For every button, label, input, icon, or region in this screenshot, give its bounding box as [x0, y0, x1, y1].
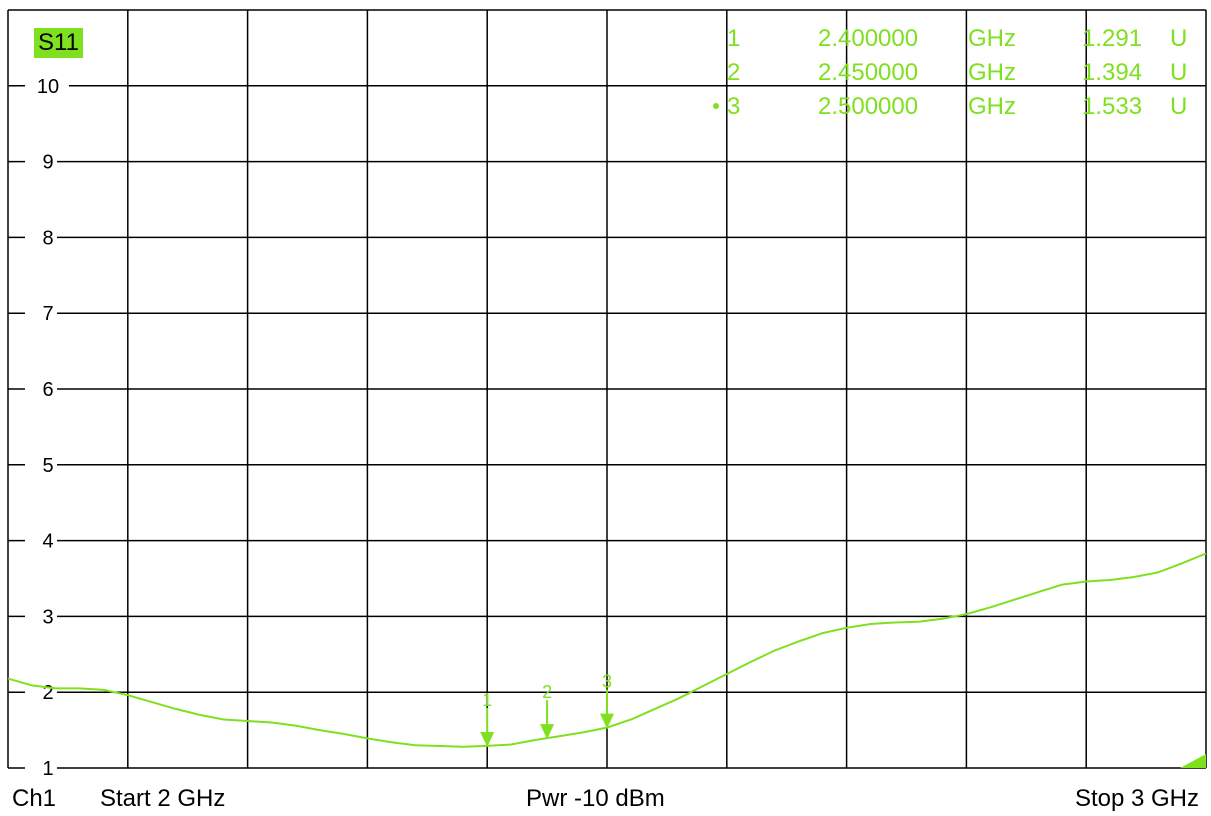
y-tick-label: 9 — [42, 152, 53, 174]
marker-number-label: 1 — [482, 690, 492, 710]
tick-label-backdrop — [25, 377, 57, 401]
marker-frequency: 2.500000 — [818, 93, 918, 120]
channel-label: Ch1 — [12, 785, 57, 812]
y-tick-label: 3 — [42, 606, 53, 628]
marker-pointer-1: 1 — [480, 690, 495, 747]
y-tick-label: 1 — [42, 758, 53, 780]
power-label[interactable]: Pwr -10 dBm — [526, 785, 665, 812]
tick-label-backdrop — [25, 73, 69, 98]
marker-value: 1.291 — [1082, 25, 1142, 52]
tick-label-backdrop — [25, 452, 57, 477]
marker-number-label: 3 — [602, 672, 612, 692]
marker-id: 3 — [727, 93, 740, 120]
marker-frequency-unit: GHz — [968, 59, 1016, 86]
marker-readout-row-3: 3 2.500000 GHz 1.533 U — [713, 93, 1187, 120]
start-frequency-label[interactable]: Start 2 GHz — [100, 785, 226, 812]
marker-frequency-unit: GHz — [968, 25, 1016, 52]
active-marker-dot — [713, 103, 719, 109]
marker-id: 2 — [727, 59, 740, 86]
marker-triangle — [600, 713, 614, 729]
marker-number-label: 2 — [542, 682, 552, 702]
trace-label-badge[interactable]: S11 — [34, 28, 83, 58]
tick-label-backdrop — [25, 301, 57, 326]
marker-pointer-2: 2 — [540, 682, 555, 740]
marker-triangle — [480, 731, 495, 747]
y-tick-label: 2 — [42, 682, 53, 704]
marker-frequency: 2.400000 — [818, 25, 918, 52]
stop-frequency-label[interactable]: Stop 3 GHz — [1074, 785, 1199, 812]
y-tick-label: 10 — [37, 76, 59, 98]
tick-label-backdrop — [25, 225, 57, 250]
marker-frequency-unit: GHz — [968, 93, 1016, 120]
tick-label-backdrop — [25, 604, 57, 629]
tick-label-backdrop — [25, 149, 57, 174]
tick-label-backdrop — [25, 528, 57, 553]
trace-end-indicator — [1180, 754, 1206, 768]
marker-value-unit: U — [1170, 93, 1187, 120]
tick-label-backdrop — [25, 756, 57, 780]
y-tick-label: 8 — [42, 227, 53, 249]
marker-triangle — [540, 724, 555, 740]
marker-readout-row-2: 2 2.450000 GHz 1.394 U — [727, 59, 1187, 86]
marker-frequency: 2.450000 — [818, 59, 918, 86]
marker-id: 1 — [727, 25, 740, 52]
marker-value-unit: U — [1170, 25, 1187, 52]
marker-readout-row-1: 1 2.400000 GHz 1.291 U — [727, 25, 1187, 52]
y-tick-label: 5 — [42, 455, 53, 477]
y-tick-label: 6 — [42, 379, 53, 401]
y-tick-label: 7 — [42, 303, 53, 325]
marker-value-unit: U — [1170, 59, 1187, 86]
marker-value: 1.533 — [1082, 93, 1142, 120]
y-tick-label: 4 — [42, 531, 53, 553]
marker-pointer-3: 3 — [600, 672, 614, 729]
marker-value: 1.394 — [1082, 59, 1142, 86]
